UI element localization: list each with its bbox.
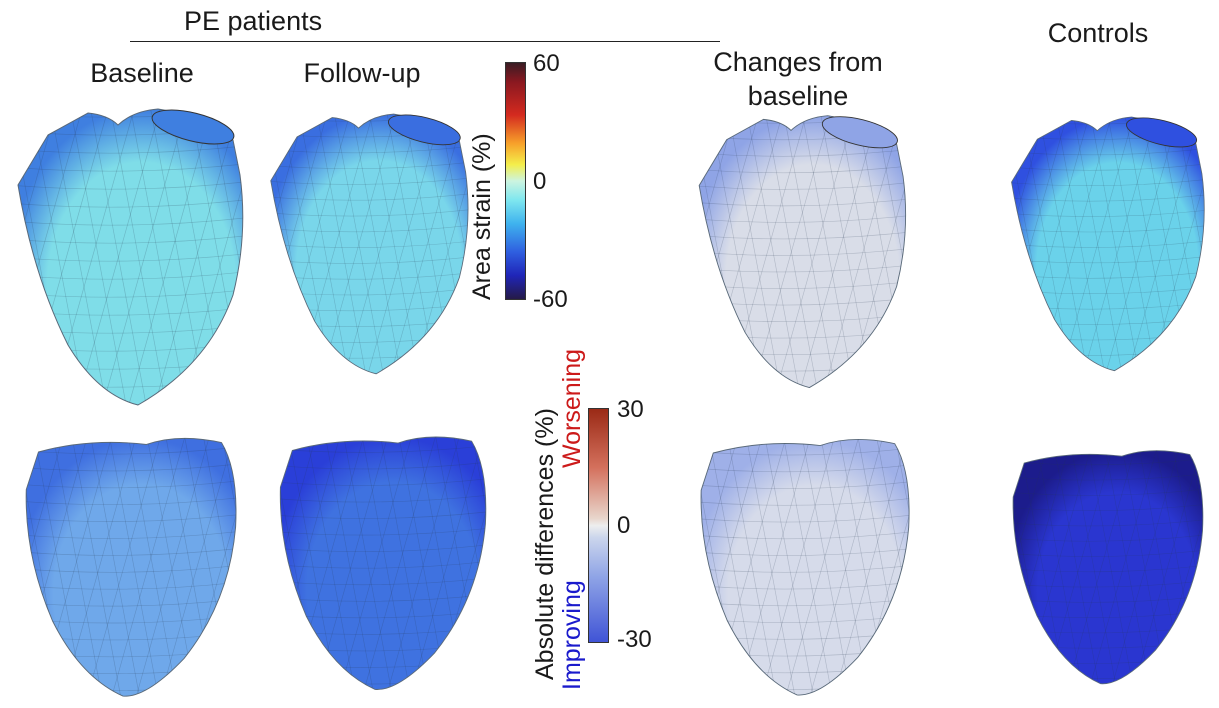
strain-colorbar <box>505 62 526 300</box>
heart-changes-bottom <box>700 439 910 696</box>
column-title-controls: Controls <box>1047 18 1149 48</box>
heart-controls-top <box>1011 116 1205 372</box>
heart-followup-bottom <box>279 436 487 690</box>
strain-tick-max: 60 <box>533 50 560 77</box>
diff-label-worsening: Worsening <box>558 348 586 468</box>
diff-tick-mid: 0 <box>617 512 631 539</box>
group-underline <box>130 41 720 42</box>
heart-controls-bottom <box>1012 450 1204 685</box>
diff-tick-max: 30 <box>617 396 644 423</box>
diff-tick-min: -30 <box>617 626 652 653</box>
strain-tick-min: -60 <box>533 286 568 313</box>
heart-baseline-top <box>17 108 244 406</box>
column-title-changes: Changes from baseline <box>713 47 883 111</box>
strain-tick-mid: 0 <box>533 168 547 195</box>
heart-changes-top <box>698 115 907 389</box>
diff-colorbar-label: Absolute differences (%) <box>531 408 559 680</box>
column-title-baseline: Baseline <box>90 58 194 88</box>
diff-label-improving: Improving <box>558 580 586 690</box>
heart-followup-top <box>270 113 469 375</box>
group-label: PE patients <box>184 6 323 36</box>
diff-colorbar <box>588 408 609 643</box>
column-title-followup: Follow-up <box>303 58 421 88</box>
heart-baseline-bottom <box>25 437 237 697</box>
